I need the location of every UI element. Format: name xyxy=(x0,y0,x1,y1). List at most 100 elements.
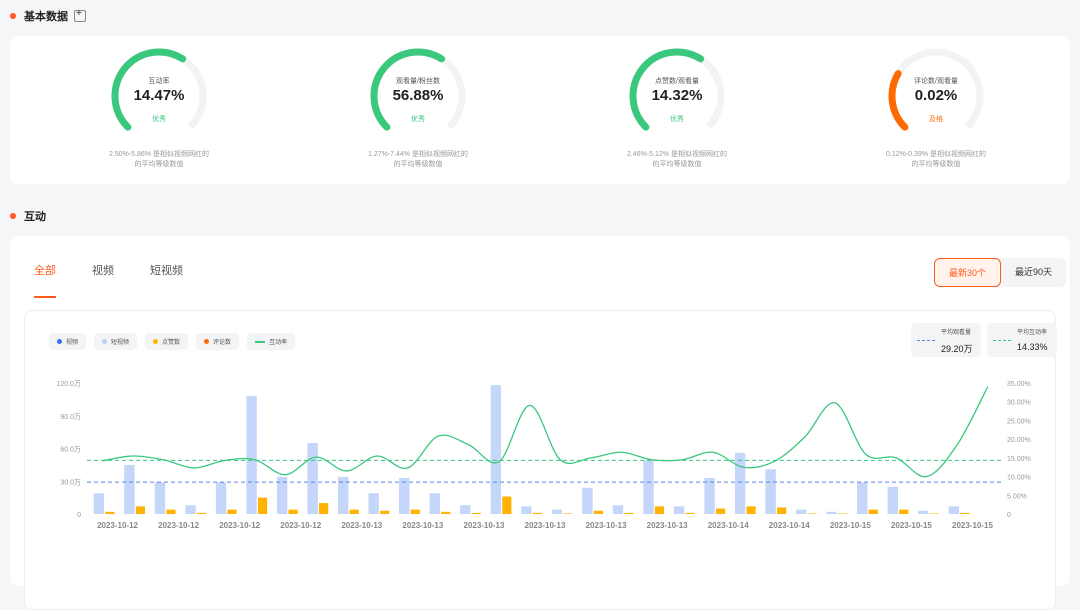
interaction-card: 全部 视频 短视频 最新30个 最近90天 视频 短视频 点赞数 评论数 互动率… xyxy=(10,236,1070,610)
bar-short-video xyxy=(368,493,379,514)
bar-likes xyxy=(563,513,573,514)
metric-desc-line1: 0.12%-0.39% 是相似视频网红的 xyxy=(886,151,986,158)
x-tick-label: 2023-10-13 xyxy=(586,521,627,530)
tab-short-video[interactable]: 短视频 xyxy=(150,265,183,277)
gauge-fill xyxy=(888,70,909,131)
legend-comments-swatch xyxy=(204,339,210,344)
bar-likes xyxy=(777,507,787,514)
bar-short-video xyxy=(673,506,685,514)
avg-rate-label: 平均互动率 xyxy=(1017,330,1048,336)
bar-likes xyxy=(105,511,115,514)
gauge-fill xyxy=(111,48,187,131)
y-left-tick-label: 30.0万 xyxy=(60,478,81,486)
bar-short-video xyxy=(887,486,898,514)
bar-short-video xyxy=(521,506,532,514)
bar-short-video xyxy=(612,505,624,514)
recent-90-days-button[interactable]: 最近90天 xyxy=(1014,267,1052,277)
metric-desc-line2: 的平均等级数值 xyxy=(134,161,184,168)
x-tick-label: 2023-10-13 xyxy=(402,521,443,530)
legend-video-label: 视频 xyxy=(66,340,79,346)
x-tick-label: 2023-10-15 xyxy=(830,521,871,530)
recent-30-button[interactable]: 最新30个 xyxy=(933,258,1001,287)
interaction-title: 互动 xyxy=(10,208,46,224)
x-tick-label: 2023-10-12 xyxy=(158,521,199,530)
bar-short-video xyxy=(429,493,440,514)
chart-legend: 视频 短视频 点赞数 评论数 互动率 xyxy=(49,333,303,350)
gauge-arc xyxy=(629,48,725,131)
legend-likes[interactable]: 点赞数 xyxy=(145,333,189,350)
avg-rate-line-icon xyxy=(993,340,1011,341)
y-right-tick-label: 15.00% xyxy=(1007,456,1031,463)
y-right-tick-label: 10.00% xyxy=(1007,475,1031,482)
orange-dot-icon xyxy=(10,213,16,219)
x-tick-label: 2023-10-13 xyxy=(341,521,382,530)
bar-likes xyxy=(502,496,512,514)
metric-value: 0.02% xyxy=(914,87,958,104)
bar-short-video xyxy=(918,510,929,514)
bar-likes xyxy=(288,509,298,514)
metric-description: 0.12%-0.39% 是相似视频网红的 的平均等级数值 xyxy=(807,150,1065,170)
gauge-arc xyxy=(888,48,984,131)
bar-short-video xyxy=(857,482,868,514)
metric-desc-line2: 的平均等级数值 xyxy=(911,161,961,168)
bar-likes xyxy=(135,506,146,514)
x-tick-label: 2023-10-14 xyxy=(769,521,810,530)
bar-likes xyxy=(899,509,909,514)
content-tabs: 全部 视频 短视频 xyxy=(34,262,219,298)
metrics-card: 互动率 14.47% 优秀 2.50%-5.86% 是相似视频网红的 的平均等级数值 观看… xyxy=(10,36,1070,184)
bar-likes xyxy=(227,509,237,514)
avg-views-line-icon xyxy=(917,340,935,341)
avg-views-label: 平均观看量 xyxy=(941,330,972,336)
bar-short-video xyxy=(154,482,166,514)
legend-comments-label: 评论数 xyxy=(213,340,232,346)
bar-likes xyxy=(410,509,420,514)
metric-gauge-1: 观看量/粉丝数 56.88% 优秀 1.27%-7.44% 是相似视频网红的 的平均等级… xyxy=(289,36,547,184)
y-right-tick-label: 0 xyxy=(1007,512,1011,519)
interaction-chart: 120.0万 90.0万 60.0万 30.0万 0 35.00% 30.00% 25.00%… xyxy=(56,380,1031,530)
bar-likes xyxy=(441,511,451,514)
y-left-tick-label: 90.0万 xyxy=(60,413,81,421)
bar-short-video xyxy=(582,487,593,514)
y-right-tick-label: 35.00% xyxy=(1007,381,1031,388)
legend-rate-label: 互动率 xyxy=(269,340,288,346)
bar-short-video xyxy=(948,506,960,514)
bar-likes xyxy=(960,512,970,514)
copy-add-icon[interactable] xyxy=(74,8,86,22)
legend-rate[interactable]: 互动率 xyxy=(247,333,296,350)
chart-panel: 视频 短视频 点赞数 评论数 互动率 平均观看量 29.20万 平均互动率 14… xyxy=(24,310,1057,610)
metric-label: 点赞数/观看量 xyxy=(655,78,699,85)
metric-desc-line1: 1.27%-7.44% 是相似视频网红的 xyxy=(368,151,468,158)
y-right-tick-label: 20.00% xyxy=(1007,437,1031,444)
x-tick-label: 2023-10-14 xyxy=(708,521,749,530)
metric-gauge-2: 点赞数/观看量 14.32% 优秀 2.46%-5.12% 是相似视频网红的 的平均等级… xyxy=(548,36,806,184)
tab-video[interactable]: 视频 xyxy=(92,265,114,277)
x-tick-label: 2023-10-15 xyxy=(952,521,993,530)
gauge-arc xyxy=(111,48,207,131)
bar-short-video xyxy=(93,493,105,514)
legend-likes-swatch xyxy=(153,339,159,344)
x-tick-label: 2023-10-13 xyxy=(647,521,688,530)
legend-comments[interactable]: 评论数 xyxy=(196,333,240,350)
x-tick-label: 2023-10-13 xyxy=(525,521,566,530)
tab-all[interactable]: 全部 xyxy=(34,262,56,298)
y-left-tick-label: 60.0万 xyxy=(60,446,81,454)
metric-gauge-0: 互动率 14.47% 优秀 2.50%-5.86% 是相似视频网红的 的平均等级数值 xyxy=(30,36,288,184)
bar-likes xyxy=(532,512,542,514)
y-left-tick-label: 120.0万 xyxy=(56,380,81,388)
metric-desc-line1: 2.50%-5.86% 是相似视频网红的 xyxy=(109,151,209,158)
bar-likes xyxy=(257,497,268,514)
legend-short-video[interactable]: 短视频 xyxy=(94,333,138,350)
metric-grade: 优秀 xyxy=(670,116,684,123)
bar-likes xyxy=(807,513,817,514)
bar-likes xyxy=(196,512,207,514)
bar-likes xyxy=(868,509,878,514)
orange-dot-icon xyxy=(10,13,16,19)
avg-rate-box: 平均互动率 14.33% xyxy=(987,323,1057,357)
x-tick-label: 2023-10-12 xyxy=(280,521,321,530)
y-right-tick-label: 25.00% xyxy=(1007,418,1031,425)
bar-likes xyxy=(654,506,665,514)
y-right-tick-label: 30.00% xyxy=(1007,400,1031,407)
x-tick-label: 2023-10-12 xyxy=(219,521,260,530)
bar-likes xyxy=(593,510,604,514)
legend-video[interactable]: 视频 xyxy=(49,333,87,350)
